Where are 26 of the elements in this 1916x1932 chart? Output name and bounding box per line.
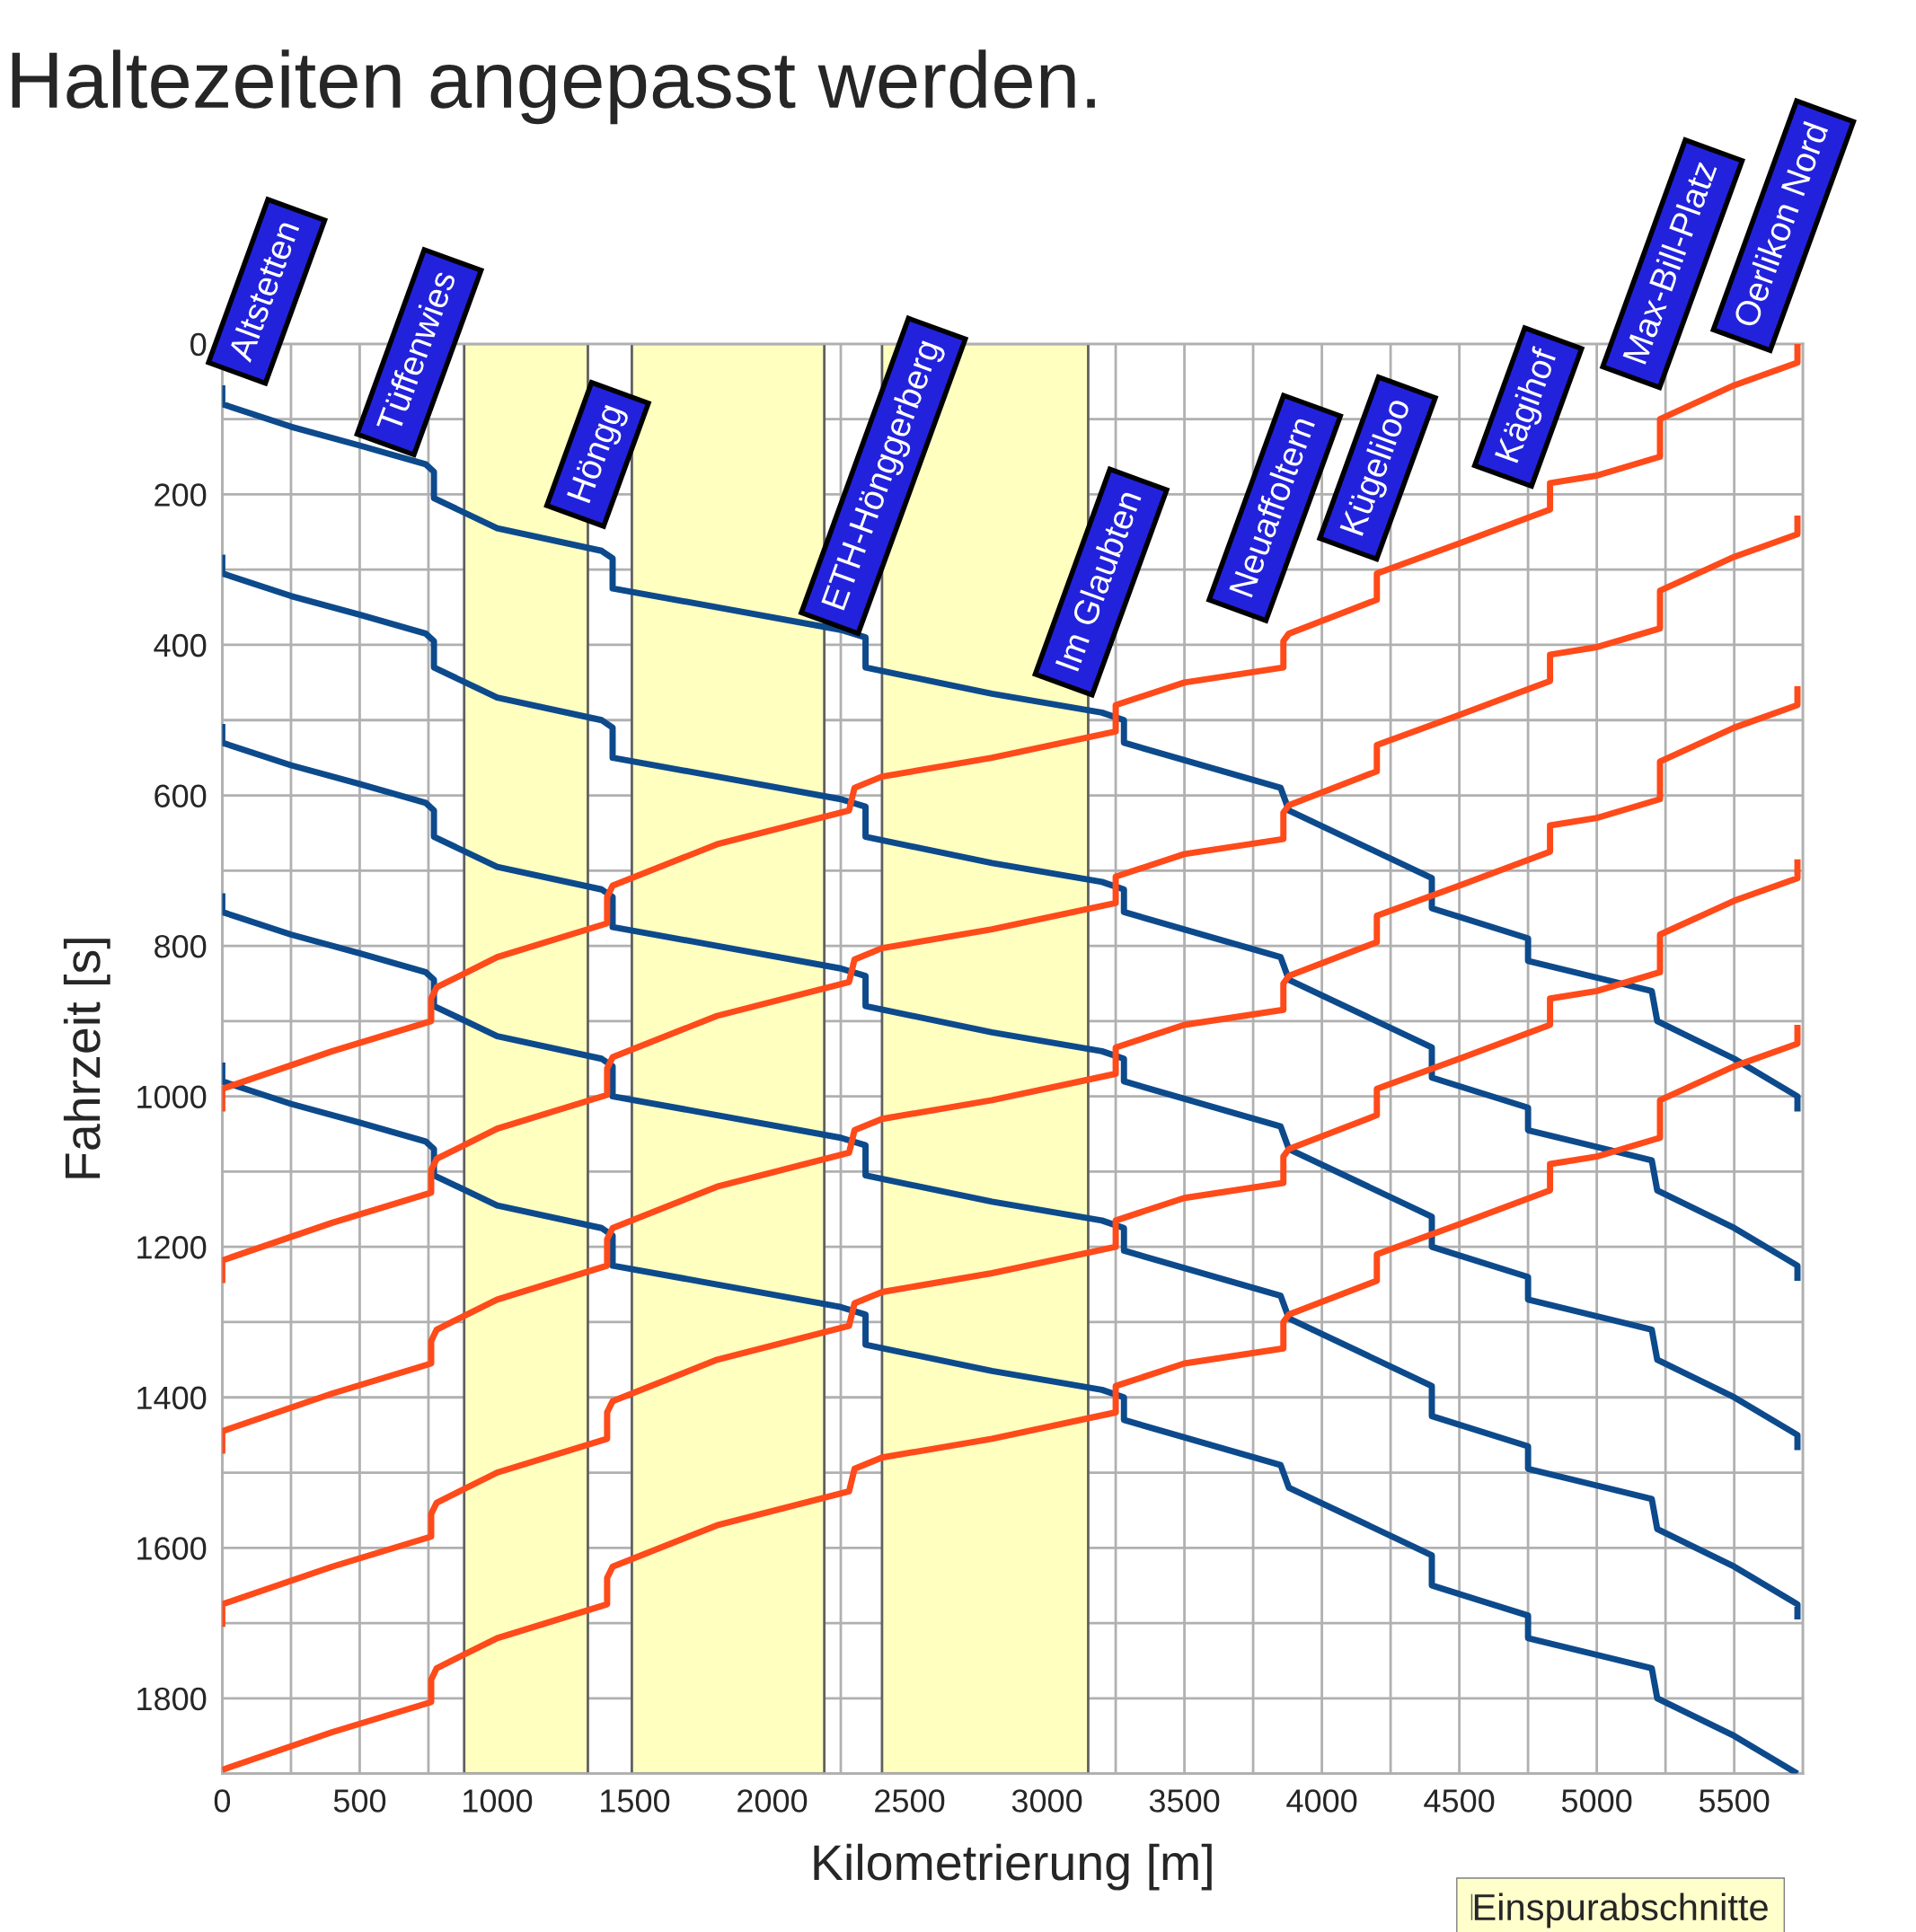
chart-title: Haltezeiten angepasst werden.	[12, 49, 1095, 125]
x-tick-label: 3500	[1149, 1789, 1220, 1813]
y-tick-label: 1000	[137, 1085, 207, 1109]
x-tick-label: 1500	[601, 1789, 670, 1813]
y-axis-title: Fahrzeit [s]	[63, 939, 110, 1178]
y-tick-label: 1400	[137, 1386, 207, 1410]
y-tick-label: 1200	[137, 1236, 207, 1259]
x-tick-label: 5000	[1561, 1789, 1632, 1813]
x-tick-label: 2000	[737, 1789, 808, 1813]
x-tick-label: 4000	[1286, 1789, 1357, 1813]
y-tick-label: 800	[155, 934, 207, 958]
x-axis-title: Kilometrierung [m]	[814, 1843, 1212, 1891]
y-tick-label: 600	[155, 784, 207, 807]
x-tick-label: 500	[333, 1789, 386, 1813]
x-tick-label: 5500	[1699, 1789, 1770, 1813]
y-tick-label: 0	[190, 332, 207, 357]
x-tick-label: 3000	[1011, 1789, 1082, 1813]
y-tick-label: 400	[154, 633, 207, 657]
x-tick-label: 0	[214, 1789, 231, 1813]
x-tick-label: 1000	[464, 1789, 533, 1813]
x-tick-label: 2500	[875, 1789, 945, 1813]
y-tick-label: 1800	[137, 1687, 207, 1711]
y-tick-label: 1600	[137, 1537, 207, 1560]
legend-label: Einspurabschnitte	[1474, 1892, 1768, 1928]
x-tick-label: 4500	[1424, 1789, 1495, 1813]
y-tick-label: 200	[155, 483, 207, 507]
